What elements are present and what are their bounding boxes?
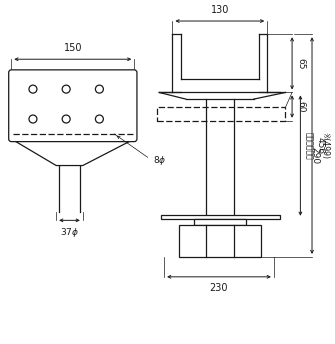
Text: ストローク長: ストローク長 <box>305 132 313 160</box>
Text: 456: 456 <box>316 137 325 154</box>
Bar <box>161 215 280 219</box>
FancyBboxPatch shape <box>9 70 137 142</box>
Text: 8$\phi$: 8$\phi$ <box>152 154 166 167</box>
Bar <box>179 225 261 257</box>
Text: 130: 130 <box>211 5 229 15</box>
Text: ※(499): ※(499) <box>320 132 329 159</box>
Text: 37$\phi$: 37$\phi$ <box>60 226 79 239</box>
Text: 60: 60 <box>296 101 305 112</box>
Bar <box>173 34 267 93</box>
Text: 150: 150 <box>64 43 82 53</box>
Text: 290: 290 <box>310 147 319 164</box>
Text: 65: 65 <box>296 58 305 69</box>
Text: 230: 230 <box>210 283 228 293</box>
Polygon shape <box>11 139 134 165</box>
Bar <box>194 219 246 225</box>
